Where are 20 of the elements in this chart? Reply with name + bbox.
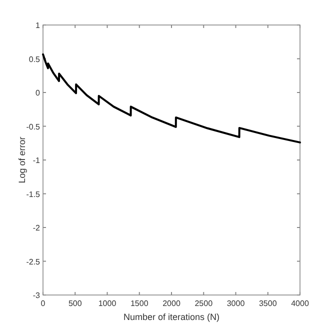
y-tick-label: 0: [36, 88, 41, 98]
x-tick-label: 2500: [194, 299, 214, 308]
line-series: [42, 53, 301, 144]
y-tick-label: -1: [32, 156, 41, 165]
y-tick-label: 0.5: [28, 54, 41, 64]
x-tick-label: 3500: [258, 299, 278, 308]
y-axis-title: Log of error: [17, 136, 27, 184]
y-tick-label: -0.5: [26, 122, 41, 132]
y-tick-label: 1: [36, 21, 41, 30]
x-axis-title: Number of iterations (N): [123, 312, 220, 322]
x-tick-label: 1000: [98, 299, 117, 308]
y-tick-label: -1.5: [26, 190, 41, 199]
x-tick-label: 4000: [291, 299, 310, 308]
x-tick-label: 3000: [226, 299, 246, 308]
y-tick-label: -3: [32, 291, 41, 300]
y-tick-label: -2: [32, 224, 41, 232]
x-tick-label: 2000: [162, 299, 181, 308]
x-tick-label: 500: [68, 299, 82, 308]
x-tick-label: 1500: [130, 299, 149, 308]
y-tick-label: -2.5: [26, 257, 41, 266]
